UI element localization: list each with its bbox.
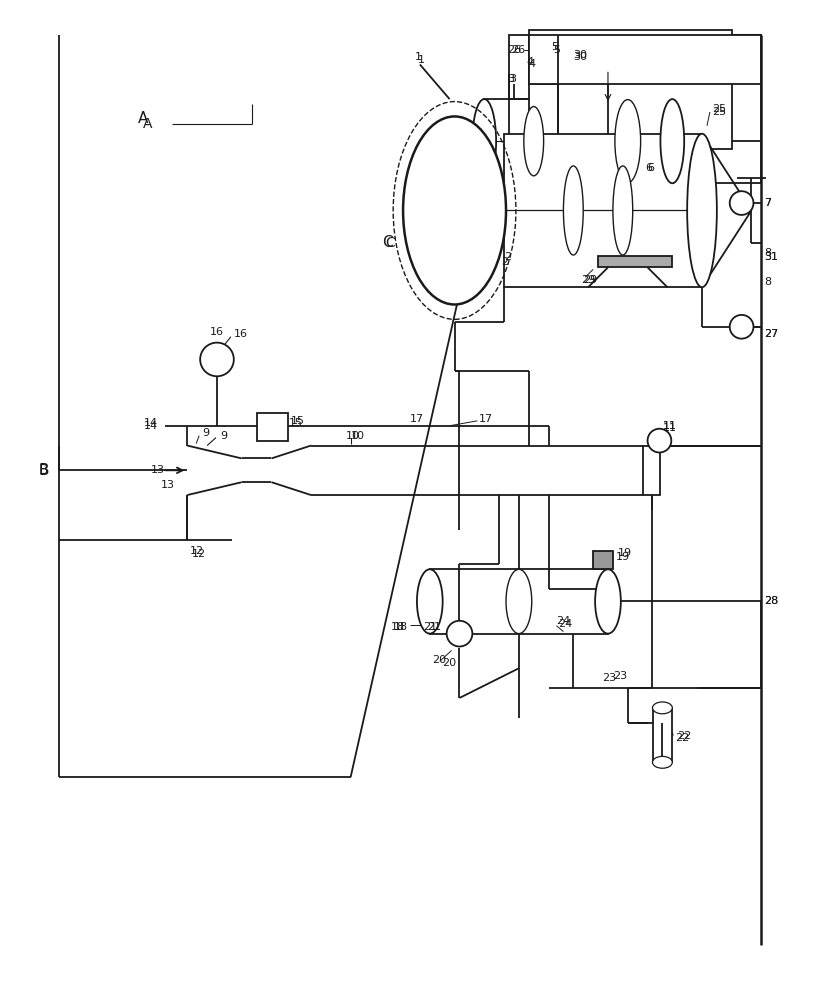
Text: 7: 7	[763, 198, 771, 208]
Text: 24: 24	[558, 619, 572, 629]
Text: 13: 13	[161, 480, 174, 490]
Text: B: B	[38, 463, 49, 478]
Text: A: A	[138, 111, 148, 126]
Bar	[652, 708, 672, 762]
Text: 11: 11	[662, 423, 676, 433]
Text: 13: 13	[151, 465, 165, 475]
Text: 4: 4	[528, 59, 536, 69]
Bar	[256, 413, 288, 441]
Text: 3: 3	[506, 74, 514, 84]
Ellipse shape	[472, 99, 495, 183]
Text: B: B	[38, 463, 48, 477]
Text: 24: 24	[556, 616, 570, 626]
Circle shape	[729, 191, 753, 215]
Text: 27: 27	[763, 329, 778, 339]
Text: 15: 15	[291, 416, 305, 426]
Ellipse shape	[659, 99, 683, 183]
Text: 10: 10	[346, 431, 360, 441]
Text: 30: 30	[572, 50, 586, 60]
Bar	[528, 30, 731, 149]
Text: 21: 21	[427, 622, 441, 632]
Text: 26: 26	[506, 45, 520, 55]
Bar	[528, 35, 761, 84]
Ellipse shape	[652, 702, 672, 714]
Text: 5: 5	[553, 45, 560, 55]
Text: 2: 2	[504, 252, 510, 262]
Text: 17: 17	[478, 414, 493, 424]
Text: 18: 18	[391, 622, 405, 632]
Text: 23: 23	[601, 673, 615, 683]
Bar	[509, 35, 761, 183]
Ellipse shape	[595, 569, 620, 634]
Ellipse shape	[686, 134, 716, 287]
Text: C: C	[382, 235, 392, 250]
Text: 29: 29	[582, 275, 597, 285]
Text: 7: 7	[763, 198, 771, 208]
Ellipse shape	[612, 166, 632, 255]
Text: 19: 19	[615, 552, 629, 562]
Text: 10: 10	[351, 431, 364, 441]
Text: 14: 14	[143, 421, 157, 431]
Text: 18: 18	[393, 622, 408, 632]
Text: 9: 9	[219, 431, 227, 441]
Text: A: A	[143, 117, 152, 131]
Text: 29: 29	[581, 275, 595, 285]
Ellipse shape	[614, 100, 640, 183]
Bar	[597, 256, 672, 267]
Ellipse shape	[505, 569, 531, 634]
Text: 31: 31	[763, 252, 777, 262]
Ellipse shape	[652, 756, 672, 768]
Text: 1: 1	[418, 55, 424, 65]
Text: 9: 9	[202, 428, 209, 438]
Text: 12: 12	[192, 549, 206, 559]
Text: 16: 16	[210, 327, 224, 337]
Text: 22: 22	[676, 731, 690, 741]
Ellipse shape	[523, 107, 543, 176]
Ellipse shape	[403, 116, 505, 305]
Bar	[642, 446, 659, 495]
Text: 1: 1	[414, 52, 422, 62]
Text: 4: 4	[526, 57, 533, 67]
Text: 3: 3	[509, 74, 515, 84]
Text: 22: 22	[675, 733, 689, 743]
Text: C: C	[385, 236, 395, 250]
Text: 30: 30	[572, 52, 586, 62]
Text: 23: 23	[612, 671, 627, 681]
Bar	[484, 99, 672, 183]
Text: 6: 6	[647, 163, 654, 173]
Text: 19: 19	[617, 548, 631, 558]
Ellipse shape	[563, 166, 582, 255]
Text: 14: 14	[143, 418, 157, 428]
Text: 5: 5	[551, 42, 558, 52]
Text: 20: 20	[441, 658, 455, 668]
Bar	[504, 134, 701, 287]
Circle shape	[446, 621, 472, 646]
Text: 25: 25	[711, 107, 725, 117]
Circle shape	[729, 315, 753, 339]
Text: 12: 12	[190, 546, 204, 556]
Text: 28: 28	[763, 596, 778, 606]
Text: 20: 20	[432, 655, 446, 665]
Bar	[429, 569, 607, 634]
Text: 26: 26	[510, 45, 524, 55]
Text: 15: 15	[289, 418, 303, 428]
Text: 6: 6	[645, 163, 652, 173]
Circle shape	[647, 429, 671, 452]
Text: 11: 11	[662, 421, 676, 431]
Text: 2: 2	[500, 257, 508, 267]
Text: 21: 21	[423, 622, 437, 632]
Text: 31: 31	[763, 252, 777, 262]
Text: 11: 11	[662, 421, 676, 431]
Circle shape	[200, 343, 233, 376]
Text: 8: 8	[763, 277, 771, 287]
Bar	[592, 551, 612, 569]
Text: 8: 8	[763, 248, 771, 258]
Text: 28: 28	[763, 596, 778, 606]
Text: 16: 16	[233, 329, 247, 339]
Ellipse shape	[416, 569, 442, 634]
Text: 17: 17	[410, 414, 423, 424]
Text: 27: 27	[763, 329, 778, 339]
Text: 25: 25	[711, 104, 725, 114]
